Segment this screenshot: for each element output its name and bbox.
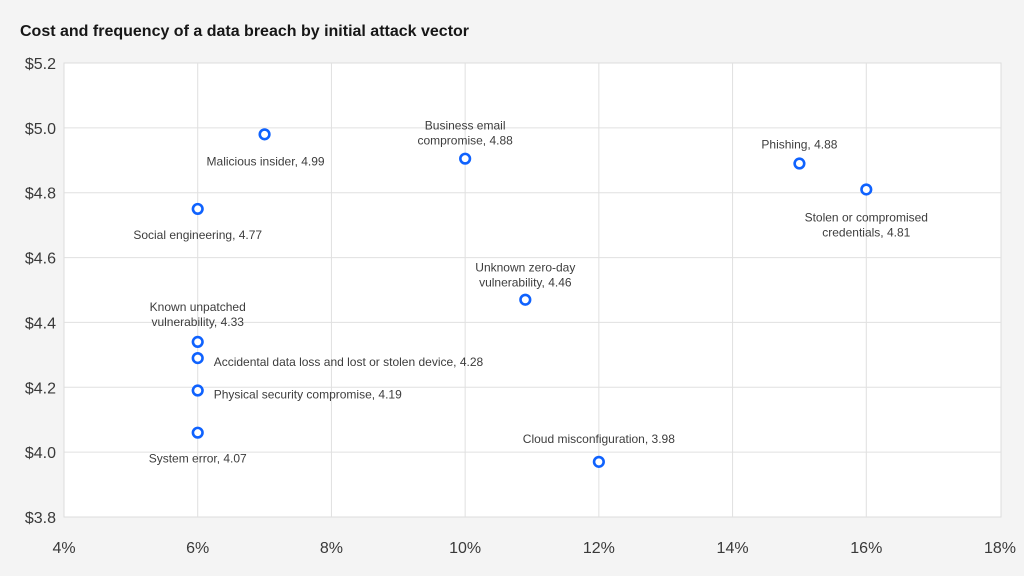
- data-point: Physical security compromise, 4.19: [191, 384, 402, 402]
- point-label: Business email: [425, 119, 506, 133]
- x-tick-label: 10%: [449, 540, 481, 557]
- y-tick-label: $5.2: [25, 56, 56, 73]
- point-marker: [793, 157, 806, 170]
- y-tick-label: $3.8: [25, 510, 56, 527]
- point-label: Unknown zero-day: [475, 261, 575, 275]
- point-marker: [191, 352, 204, 365]
- point-label: Malicious insider, 4.99: [207, 154, 325, 168]
- point-label: Social engineering, 4.77: [133, 228, 262, 242]
- x-tick-label: 14%: [717, 540, 749, 557]
- data-point: Malicious insider, 4.99: [207, 128, 325, 168]
- point-marker: [191, 202, 204, 216]
- x-tick-label: 6%: [186, 540, 209, 557]
- chart-title: Cost and frequency of a data breach by i…: [20, 23, 469, 40]
- point-label: Phishing, 4.88: [761, 138, 837, 152]
- point-label: vulnerability, 4.46: [479, 276, 572, 290]
- point-marker: [191, 335, 204, 348]
- x-tick-label: 12%: [583, 540, 615, 557]
- point-marker: [191, 426, 204, 439]
- point-label: System error, 4.07: [149, 452, 247, 466]
- data-point: Social engineering, 4.77: [133, 202, 262, 242]
- point-label: vulnerability, 4.33: [151, 315, 244, 329]
- data-point: Phishing, 4.88: [761, 138, 838, 170]
- point-label: Physical security compromise, 4.19: [214, 388, 402, 402]
- x-tick-label: 4%: [52, 540, 75, 557]
- point-label: credentials, 4.81: [822, 225, 910, 239]
- y-tick-label: $4.8: [25, 186, 56, 203]
- point-marker: [860, 183, 873, 196]
- x-tick-label: 18%: [984, 540, 1016, 557]
- point-label: Cloud misconfiguration, 3.98: [523, 432, 675, 446]
- data-point: Accidental data loss and lost or stolen …: [191, 352, 484, 369]
- y-tick-label: $4.2: [25, 380, 56, 397]
- point-label: compromise, 4.88: [417, 134, 513, 148]
- x-tick-label: 8%: [320, 540, 343, 557]
- point-label: Known unpatched: [150, 300, 246, 314]
- plot-area: [63, 62, 1002, 518]
- point-marker: [258, 128, 271, 141]
- data-point: Cloud misconfiguration, 3.98: [523, 432, 675, 468]
- point-marker: [459, 152, 472, 165]
- y-tick-label: $5.0: [25, 121, 56, 138]
- x-tick-label: 16%: [850, 540, 882, 557]
- point-label: Accidental data loss and lost or stolen …: [214, 355, 484, 369]
- data-point: System error, 4.07: [149, 426, 247, 466]
- y-tick-label: $4.6: [25, 251, 56, 268]
- y-tick-label: $4.0: [25, 445, 56, 462]
- point-label: Stolen or compromised: [805, 210, 928, 224]
- y-tick-label: $4.4: [25, 315, 56, 332]
- point-marker: [592, 455, 605, 468]
- point-marker: [191, 384, 204, 397]
- point-marker: [519, 293, 532, 306]
